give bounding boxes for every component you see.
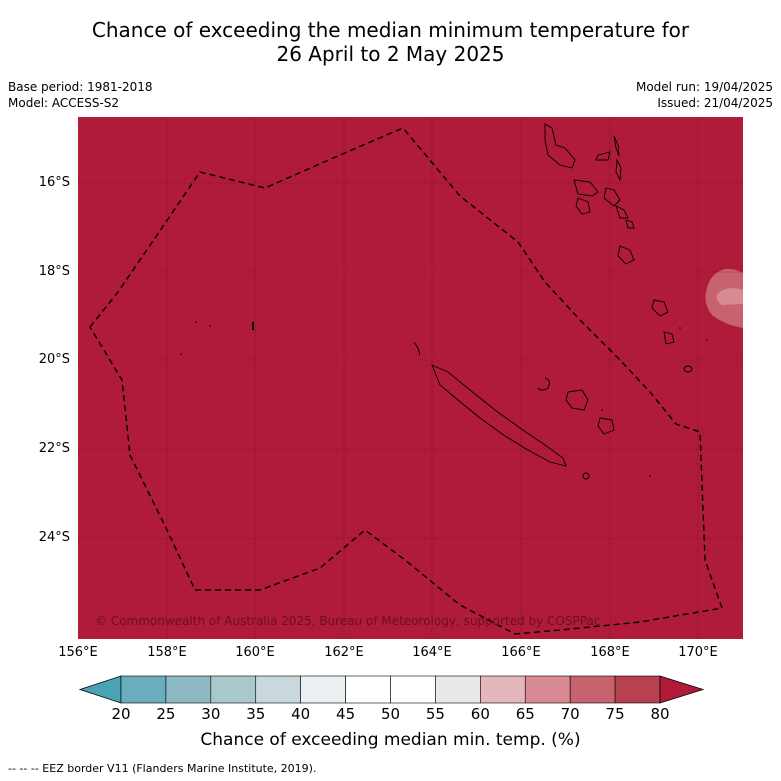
lat-label-24s: 24°S	[38, 530, 70, 545]
colorbar-tick-label: 45	[336, 705, 356, 723]
colorbar-tick-label: 75	[605, 705, 625, 723]
lat-label-16s: 16°S	[38, 175, 70, 190]
colorbar-tick-label: 50	[380, 705, 401, 723]
lon-label-170e: 170°E	[678, 645, 718, 660]
isle-of-pines	[582, 472, 590, 480]
belep-islands	[413, 341, 421, 356]
title-line-2: 26 April to 2 May 2025	[276, 42, 505, 66]
colorbar-tick-label: 65	[515, 705, 535, 723]
colorbar-tick-label: 35	[246, 705, 266, 723]
new-caledonia	[431, 364, 567, 467]
lon-label-158e: 158°E	[147, 645, 187, 660]
colorbar-tick-label: 25	[156, 705, 176, 723]
vanuatu-islands	[544, 123, 693, 373]
lon-label-166e: 166°E	[501, 645, 541, 660]
lat-label-20s: 20°S	[38, 352, 70, 367]
lifou-island	[565, 389, 589, 411]
lon-label-168e: 168°E	[590, 645, 630, 660]
colorbar-tick-label: 70	[560, 705, 580, 723]
lon-label-156e: 156°E	[58, 645, 98, 660]
colorbar-title: Chance of exceeding median min. temp. (%…	[200, 730, 581, 750]
probability-patch-inner	[716, 288, 743, 305]
meta-right: Model run: 19/04/2025 Issued: 21/04/2025	[636, 79, 773, 111]
model-name: Model: ACCESS-S2	[8, 96, 120, 110]
lon-label-162e: 162°E	[324, 645, 364, 660]
copyright-text: © Commonwealth of Australia 2025, Bureau…	[95, 614, 601, 628]
lat-label-18s: 18°S	[38, 264, 70, 279]
meta-left: Base period: 1981-2018 Model: ACCESS-S2	[8, 79, 153, 111]
lat-label-22s: 22°S	[38, 441, 70, 456]
colorbar-tick-label: 40	[291, 705, 311, 723]
colorbar-tick-label: 20	[111, 705, 131, 723]
colorbar-tick-label: 60	[470, 705, 490, 723]
footer-note: -- -- -- EEZ border V11 (Flanders Marine…	[8, 762, 317, 775]
lon-label-164e: 164°E	[412, 645, 452, 660]
colorbar-tick-label: 30	[201, 705, 221, 723]
mare-island	[597, 417, 615, 435]
ouvea-island	[537, 377, 550, 391]
title-line-1: Chance of exceeding the median minimum t…	[91, 18, 690, 42]
lon-label-160e: 160°E	[235, 645, 275, 660]
model-run: Model run: 19/04/2025	[635, 80, 773, 94]
map-title: Chance of exceeding the median minimum t…	[0, 18, 781, 66]
graticule	[78, 117, 743, 639]
eez-border	[89, 127, 723, 635]
colorbar-tick-label: 80	[650, 705, 670, 723]
issued-date: Issued: 21/04/2025	[657, 96, 773, 110]
map-area	[78, 117, 743, 639]
small-islets	[180, 321, 708, 477]
base-period: Base period: 1981-2018	[8, 80, 153, 94]
colorbar-tick-label: 55	[425, 705, 445, 723]
